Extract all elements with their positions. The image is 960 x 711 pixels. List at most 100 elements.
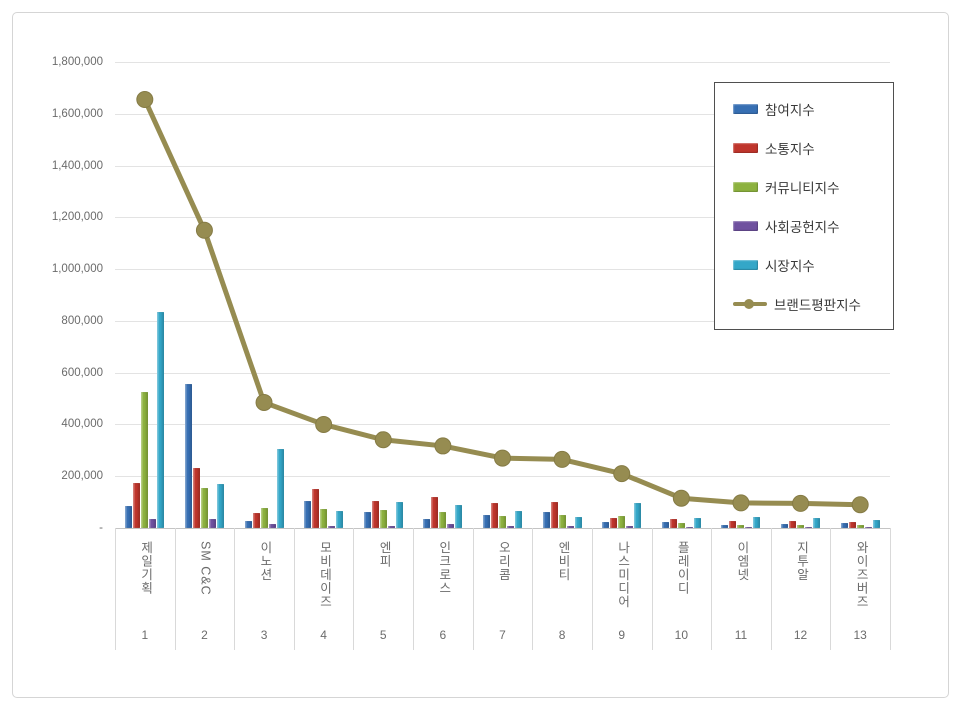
bar-participation-index [542,511,550,528]
bar-social-contribution-index [268,523,276,528]
category-separator [234,528,236,650]
bar-community-index [499,516,506,528]
category-separator [293,528,295,650]
y-axis-tick-label: 1,400,000 [51,159,103,172]
bar-communication-index [133,482,141,528]
bar-participation-index [423,519,431,528]
bar-participation-index [840,522,848,528]
bar-participation-index [304,500,312,528]
bar-communication-index [789,521,797,528]
bar-social-contribution-index [149,518,157,528]
bar-market-index [157,311,165,528]
bar-communication-index [491,502,498,528]
category-rank: 10 [674,628,689,642]
bar-community-index [856,524,864,528]
bar-community-index [260,507,268,528]
category-label: 와이즈버즈 [854,541,869,609]
outer-frame [12,12,949,698]
category-label: 나스미디어 [615,541,630,609]
bar-market-index [216,483,224,528]
category-rank: 11 [734,628,748,642]
legend-line-swatch-brand-reputation-index [733,298,767,310]
y-gridline [115,476,890,478]
y-gridline [115,269,890,271]
bar-community-index [439,512,447,528]
y-gridline [115,372,890,374]
bar-social-contribution-index [685,526,693,528]
brand-reputation-marker [792,494,810,512]
bar-social-contribution-index [745,526,753,528]
bar-market-index [813,517,821,528]
bar-communication-index [550,501,558,528]
bar-participation-index [184,384,192,528]
x-axis-line [115,528,890,529]
legend-item-social-contribution-index: 사회공헌지수 [733,216,893,236]
category-rank: 7 [499,628,506,642]
category-label: 인크로스 [436,541,451,595]
bar-participation-index [602,522,610,528]
category-separator [591,528,593,650]
legend-label-brand-reputation-index: 브랜드평판지수 [774,297,861,313]
category-separator [532,528,534,650]
bar-community-index [618,515,626,528]
legend-item-communication-index: 소통지수 [733,138,893,158]
brand-reputation-marker [553,450,571,468]
bar-social-contribution-index [387,526,395,528]
bar-market-index [276,449,284,528]
bar-community-index [737,525,745,528]
bar-communication-index [848,521,856,528]
category-label: SM C&C [198,541,213,596]
legend-swatch-market-index [733,259,758,270]
category-rank: 1 [141,628,149,642]
legend-marker-icon [744,298,754,309]
bar-participation-index [781,523,789,528]
category-label: 엔피 [377,541,392,568]
category-separator [472,528,474,650]
category-label: 엔비티 [555,541,570,582]
category-label: 모비데이즈 [317,541,332,609]
y-axis-tick-label: 1,600,000 [51,107,103,120]
brand-reputation-marker [195,221,213,239]
category-rank: 12 [793,628,808,642]
legend-label-communication-index: 소통지수 [765,141,815,157]
y-axis-tick-label: 1,200,000 [51,211,103,224]
bar-market-index [336,510,344,528]
bar-community-index [200,487,208,528]
y-gridline [115,113,890,115]
legend-item-market-index: 시장지수 [733,255,893,275]
legend-label-community-index: 커뮤니티지수 [765,180,840,196]
y-axis-tick-label: 600,000 [61,366,103,379]
category-separator [770,528,772,650]
category-label: 오리콤 [496,541,511,582]
legend-swatch-participation-index [733,103,758,114]
legend-swatch-social-contribution-index [733,220,758,231]
y-axis-zero-label: - [99,522,103,534]
brand-reputation-marker [374,431,392,449]
bar-market-index [395,502,403,528]
category-rank: 3 [260,628,268,642]
brand-reputation-marker [613,465,631,483]
brand-reputation-marker [136,91,154,109]
bar-communication-index [610,518,618,528]
legend-item-brand-reputation-index: 브랜드평판지수 [733,294,893,314]
bar-communication-index [669,519,677,528]
y-axis-tick-label: 1,000,000 [51,263,103,276]
bar-participation-index [244,520,252,528]
legend-item-participation-index: 참여지수 [733,99,893,119]
bar-communication-index [252,512,260,528]
bar-social-contribution-index [566,525,574,528]
bar-market-index [634,503,642,528]
y-axis-tick-label: 200,000 [61,470,103,483]
category-separator [711,528,713,650]
legend-label-participation-index: 참여지수 [765,102,815,118]
bar-social-contribution-index [805,526,813,528]
bar-market-index [515,510,522,528]
legend-swatch-communication-index [733,142,758,153]
bar-market-index [753,516,761,528]
y-gridline [115,217,890,219]
y-axis-tick-label: 1,800,000 [51,56,103,68]
brand-reputation-marker [732,494,750,512]
category-separator [890,528,891,650]
y-gridline [115,165,890,167]
